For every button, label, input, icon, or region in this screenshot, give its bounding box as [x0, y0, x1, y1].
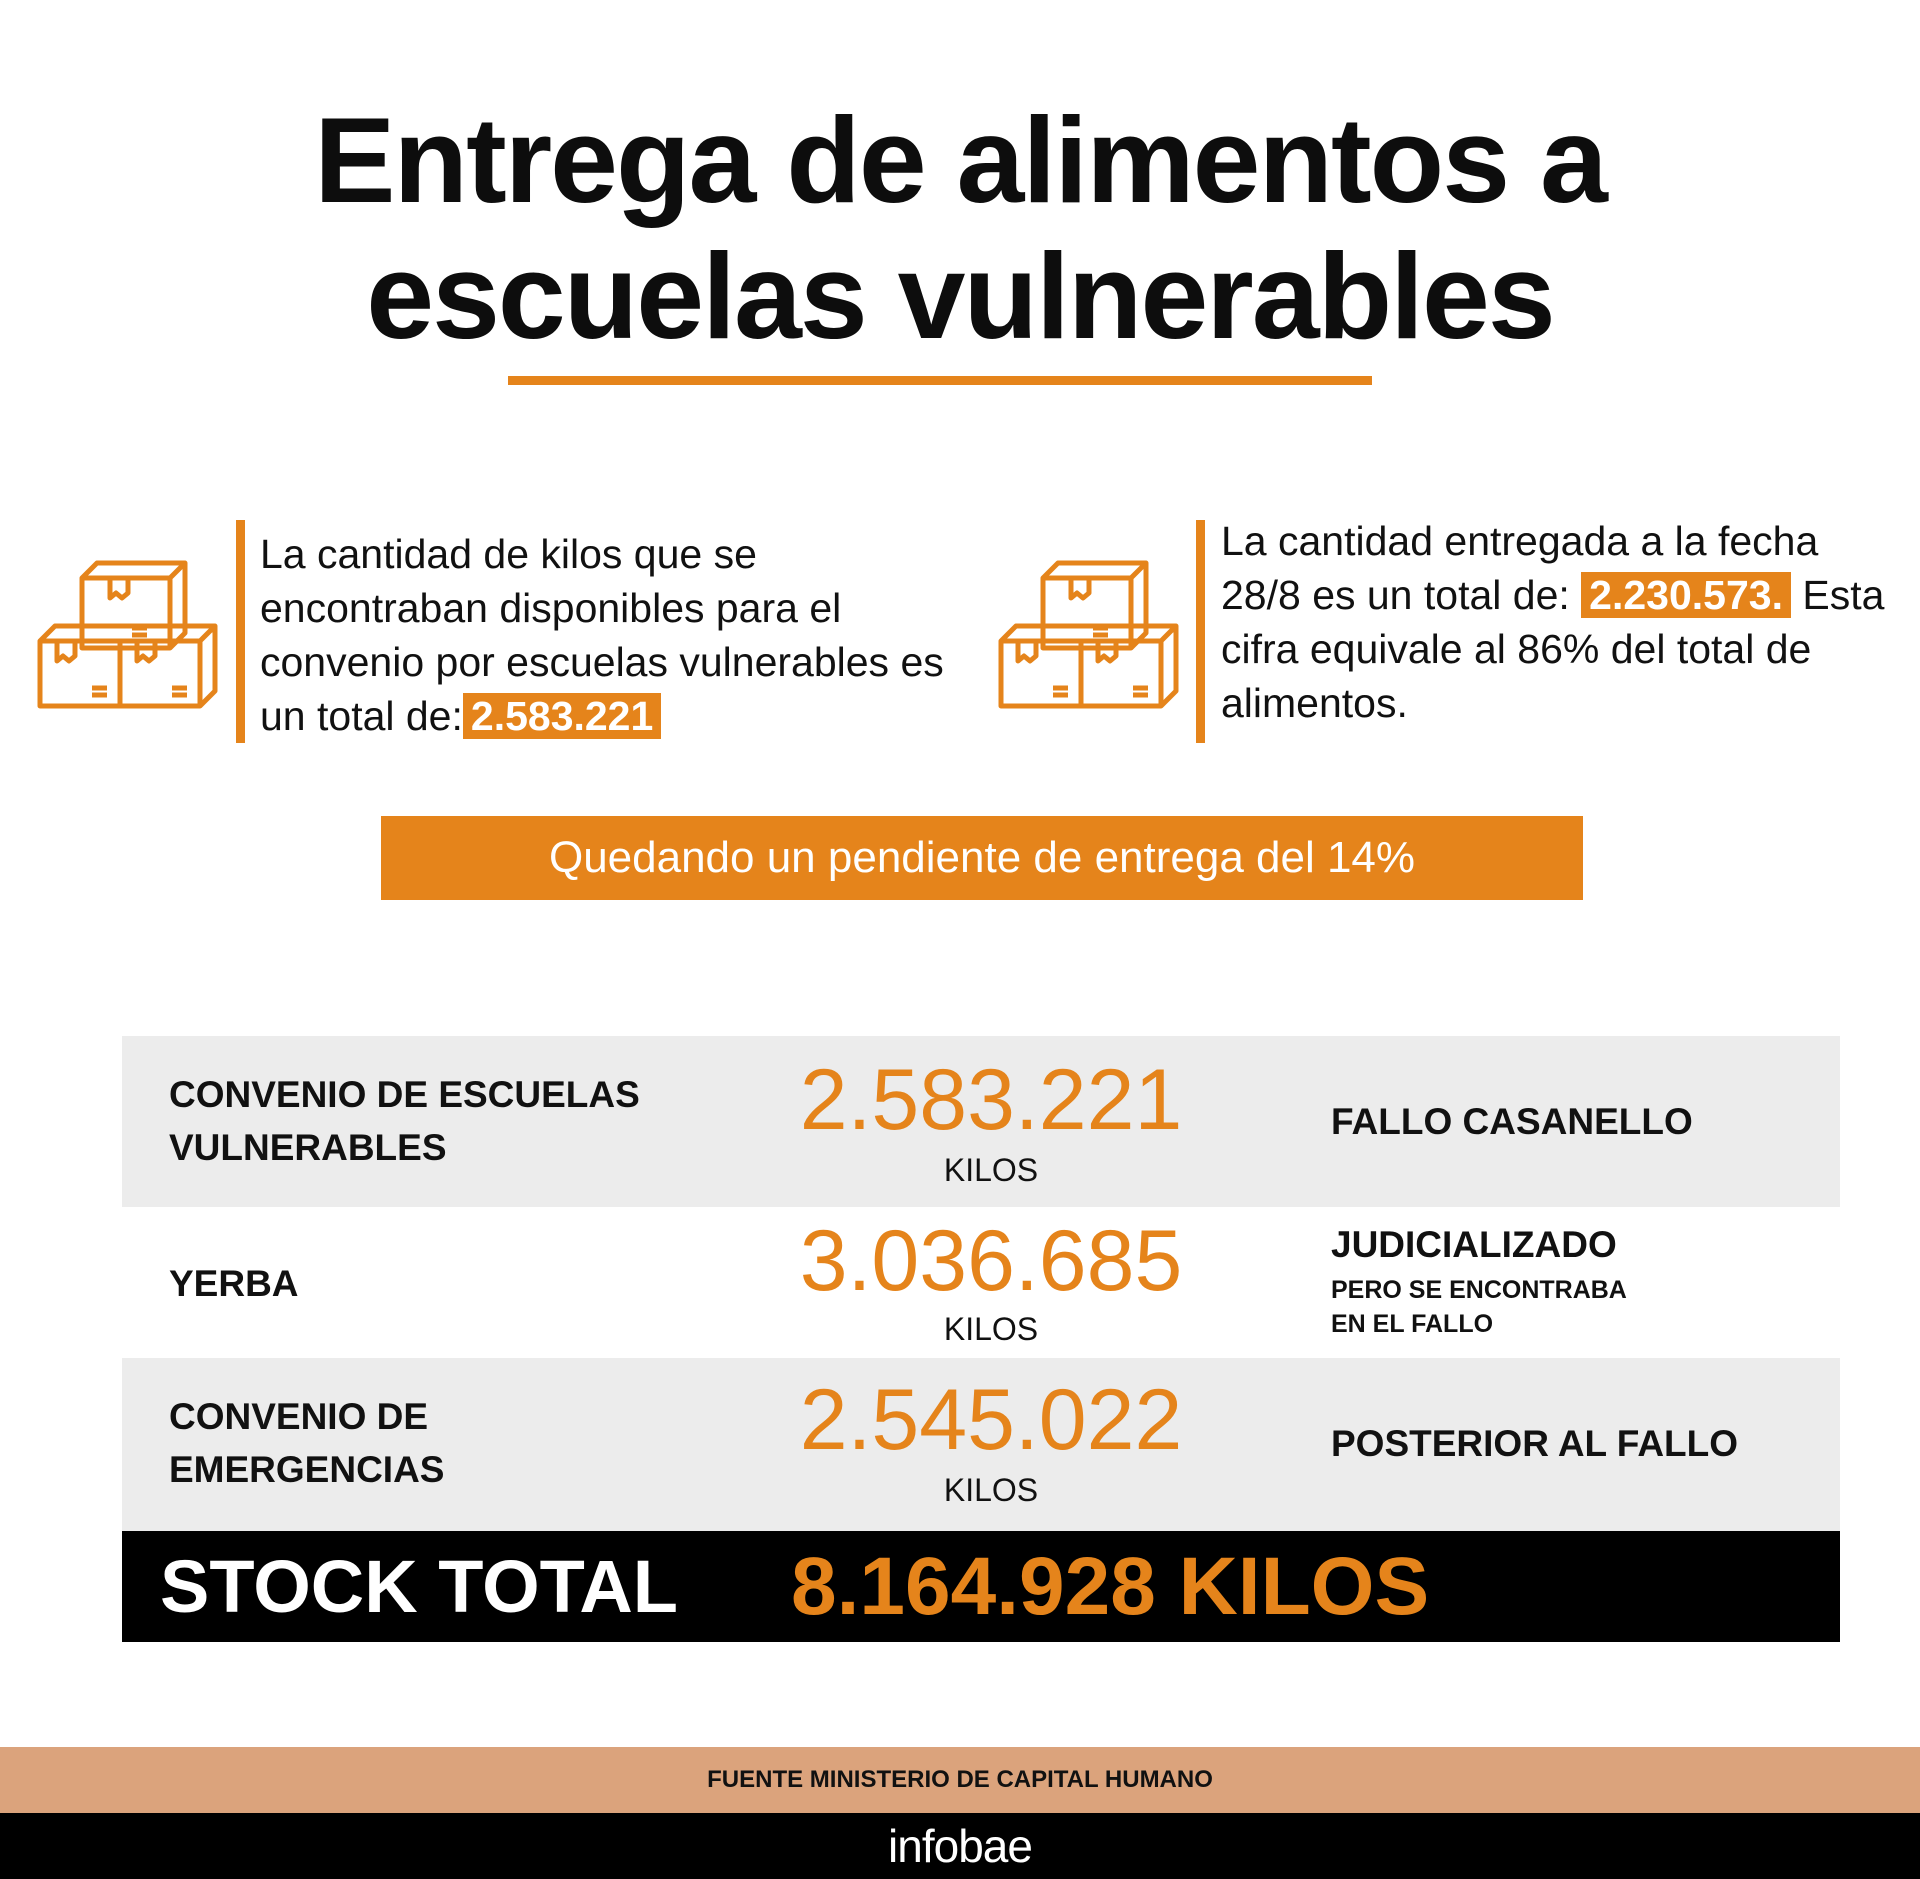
brand-logo: infobae: [0, 1813, 1920, 1879]
stock-total-row: STOCK TOTAL 8.164.928 KILOS: [122, 1531, 1840, 1642]
right-info-text: La cantidad entregada a la fecha 28/8 es…: [1221, 518, 1885, 726]
source-footer: FUENTE MINISTERIO DE CAPITAL HUMANO: [0, 1747, 1920, 1813]
left-accent-bar: [236, 520, 245, 743]
title-underline: [508, 376, 1372, 385]
available-kilos-highlight: 2.583.221: [462, 693, 662, 739]
boxes-icon: [998, 560, 1179, 709]
right-accent-bar: [1196, 520, 1205, 743]
table-row: CONVENIO DE ESCUELAS VULNERABLES 2.583.2…: [122, 1036, 1840, 1207]
table-row: CONVENIO DE EMERGENCIAS 2.545.022 KILOS …: [122, 1358, 1840, 1531]
table-row: YERBA 3.036.685 KILOS JUDICIALIZADO PERO…: [169, 1213, 1626, 1347]
delivered-kilos-highlight: 2.230.573.: [1581, 572, 1791, 618]
left-info-text: La cantidad de kilos que se encontraban …: [260, 531, 944, 739]
pending-banner: Quedando un pendiente de entrega del 14%: [381, 816, 1583, 900]
page-title: Entrega de alimentos a escuelas vulnerab…: [314, 92, 1608, 364]
boxes-icon: [37, 560, 218, 709]
